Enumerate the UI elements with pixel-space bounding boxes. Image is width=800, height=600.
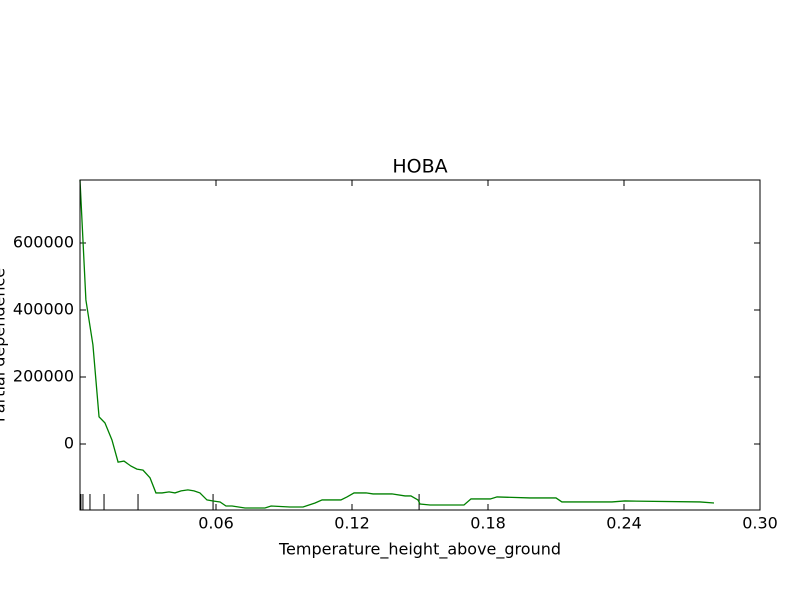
x-tick-label: 0.18: [470, 514, 506, 533]
plot-frame: [79, 179, 761, 511]
y-axis-label: Partial dependence: [0, 268, 9, 422]
x-tick-label: 0.06: [198, 514, 234, 533]
x-axis-label: Temperature_height_above_ground: [278, 540, 561, 560]
x-tick-label: 0.30: [742, 514, 778, 533]
x-tick-label: 0.24: [606, 514, 642, 533]
line: [79, 179, 715, 509]
x-tick-label: 0.12: [334, 514, 370, 533]
y-tick-label: 600000: [13, 232, 74, 251]
chart-title: HOBA: [392, 156, 447, 178]
y-tick-label: 0: [64, 434, 74, 453]
y-tick-label: 400000: [13, 299, 74, 318]
y-tick-label: 200000: [13, 366, 74, 385]
